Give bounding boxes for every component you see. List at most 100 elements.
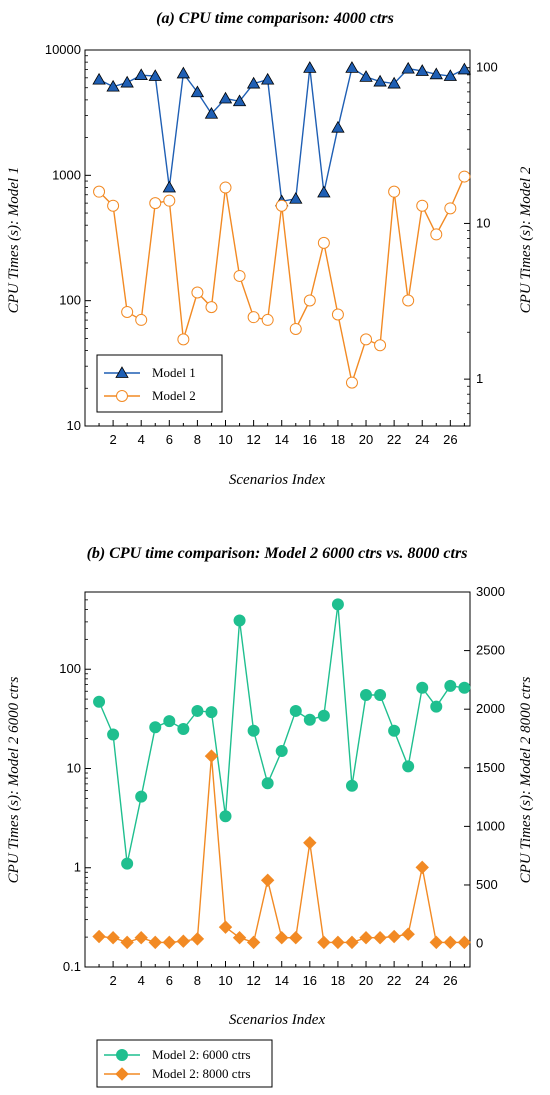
data-point-1	[204, 106, 219, 119]
y2-tick-label: 3000	[476, 584, 505, 599]
data-point-1	[331, 598, 344, 611]
data-point-2	[317, 236, 330, 249]
data-point-1	[457, 62, 472, 75]
data-point-2	[443, 935, 458, 950]
legend-label-2: Model 2: 8000 ctrs	[152, 1066, 251, 1081]
y-tick-label: 0.1	[63, 959, 81, 974]
data-point-1	[121, 857, 134, 870]
data-point-2	[163, 194, 176, 207]
x-tick-label: 14	[274, 973, 288, 988]
data-point-1	[219, 810, 232, 823]
data-point-2	[219, 181, 232, 194]
x-tick-label: 24	[415, 973, 429, 988]
data-point-1	[149, 721, 162, 734]
data-point-2	[401, 927, 415, 941]
x-tick-label: 24	[415, 432, 429, 447]
y2-tick-label: 1500	[476, 760, 505, 775]
data-point-2	[458, 170, 471, 183]
data-point-1	[387, 76, 401, 89]
chart-b-y2-axis-label: CPU Times (s): Model 2 8000 ctrs	[518, 677, 534, 884]
chart-b-x-axis-label: Scenarios Index	[229, 1012, 326, 1028]
data-point-2	[345, 376, 358, 389]
y-tick-label: 10	[67, 418, 81, 433]
x-tick-label: 12	[246, 973, 260, 988]
x-tick-label: 20	[359, 432, 373, 447]
data-point-1	[163, 715, 176, 728]
chart-a-x-axis-label: Scenarios Index	[229, 472, 326, 488]
x-tick-label: 18	[331, 973, 345, 988]
data-point-2	[93, 185, 106, 198]
data-point-1	[345, 779, 358, 792]
data-point-1	[289, 191, 303, 204]
data-point-1	[388, 724, 401, 737]
chart-a-title: (a) CPU time comparison: 4000 ctrs	[156, 10, 394, 27]
x-tick-label: 10	[218, 973, 232, 988]
data-point-2	[148, 935, 162, 950]
data-point-1	[443, 69, 458, 81]
data-point-2	[415, 860, 429, 875]
legend-label-1: Model 1	[152, 365, 196, 380]
data-point-2	[303, 294, 316, 307]
x-tick-label: 22	[387, 432, 401, 447]
data-point-2	[331, 935, 345, 950]
chart-b-legend: Model 2: 6000 ctrs Model 2: 8000 ctrs	[96, 1039, 273, 1088]
data-point-2	[444, 202, 457, 215]
data-point-2	[121, 305, 134, 318]
y2-tick-label: 2500	[476, 643, 505, 658]
y2-tick-label: 500	[476, 877, 498, 892]
data-point-2	[416, 199, 429, 212]
chart-a-legend-box	[96, 354, 223, 413]
chart-b-legend-box	[96, 1039, 273, 1088]
data-point-2	[177, 333, 190, 346]
data-point-1	[374, 689, 387, 702]
x-tick-label: 20	[359, 973, 373, 988]
data-point-2	[120, 935, 134, 950]
y2-tick-label: 100	[476, 60, 498, 75]
x-tick-label: 16	[303, 973, 317, 988]
y2-tick-label: 0	[476, 936, 483, 951]
data-point-2	[303, 836, 317, 850]
data-point-2	[204, 749, 219, 763]
data-point-2	[345, 935, 359, 950]
data-point-1	[162, 180, 176, 193]
data-point-2	[429, 935, 443, 950]
data-point-1	[275, 745, 288, 758]
data-point-1	[415, 64, 429, 76]
chart-b: (b) CPU time comparison: Model 2 6000 ct…	[6, 545, 534, 1088]
data-point-1	[120, 75, 134, 88]
x-tick-label: 22	[387, 973, 401, 988]
data-point-1	[135, 790, 148, 803]
data-point-1	[345, 61, 359, 73]
data-point-2	[233, 269, 246, 282]
data-point-2	[149, 197, 162, 210]
data-point-1	[93, 695, 106, 708]
data-point-1	[331, 120, 345, 133]
data-point-1	[134, 68, 148, 81]
data-point-2	[135, 313, 148, 326]
data-point-1	[444, 679, 457, 692]
y2-tick-label: 1	[476, 371, 483, 386]
y-tick-label: 1000	[52, 167, 81, 182]
y2-tick-label: 2000	[476, 701, 505, 716]
data-point-2	[190, 932, 205, 946]
data-point-2	[430, 228, 443, 241]
x-tick-label: 26	[443, 973, 457, 988]
data-point-2	[191, 286, 204, 299]
data-point-2	[373, 930, 387, 945]
data-point-1	[317, 185, 331, 198]
data-point-2	[402, 294, 415, 307]
x-tick-label: 16	[303, 432, 317, 447]
data-point-2	[261, 313, 274, 326]
data-point-2	[205, 301, 218, 314]
y-tick-label: 100	[59, 293, 81, 308]
data-point-1	[191, 704, 204, 717]
data-point-2	[374, 339, 387, 352]
chart-a-legend: Model 1 Model 2	[96, 354, 223, 413]
legend-label-2: Model 2	[152, 388, 196, 403]
data-point-2	[289, 322, 302, 335]
data-point-1	[360, 689, 373, 702]
legend-label-1: Model 2: 6000 ctrs	[152, 1047, 251, 1062]
data-point-2	[387, 929, 401, 944]
data-point-1	[317, 709, 330, 722]
